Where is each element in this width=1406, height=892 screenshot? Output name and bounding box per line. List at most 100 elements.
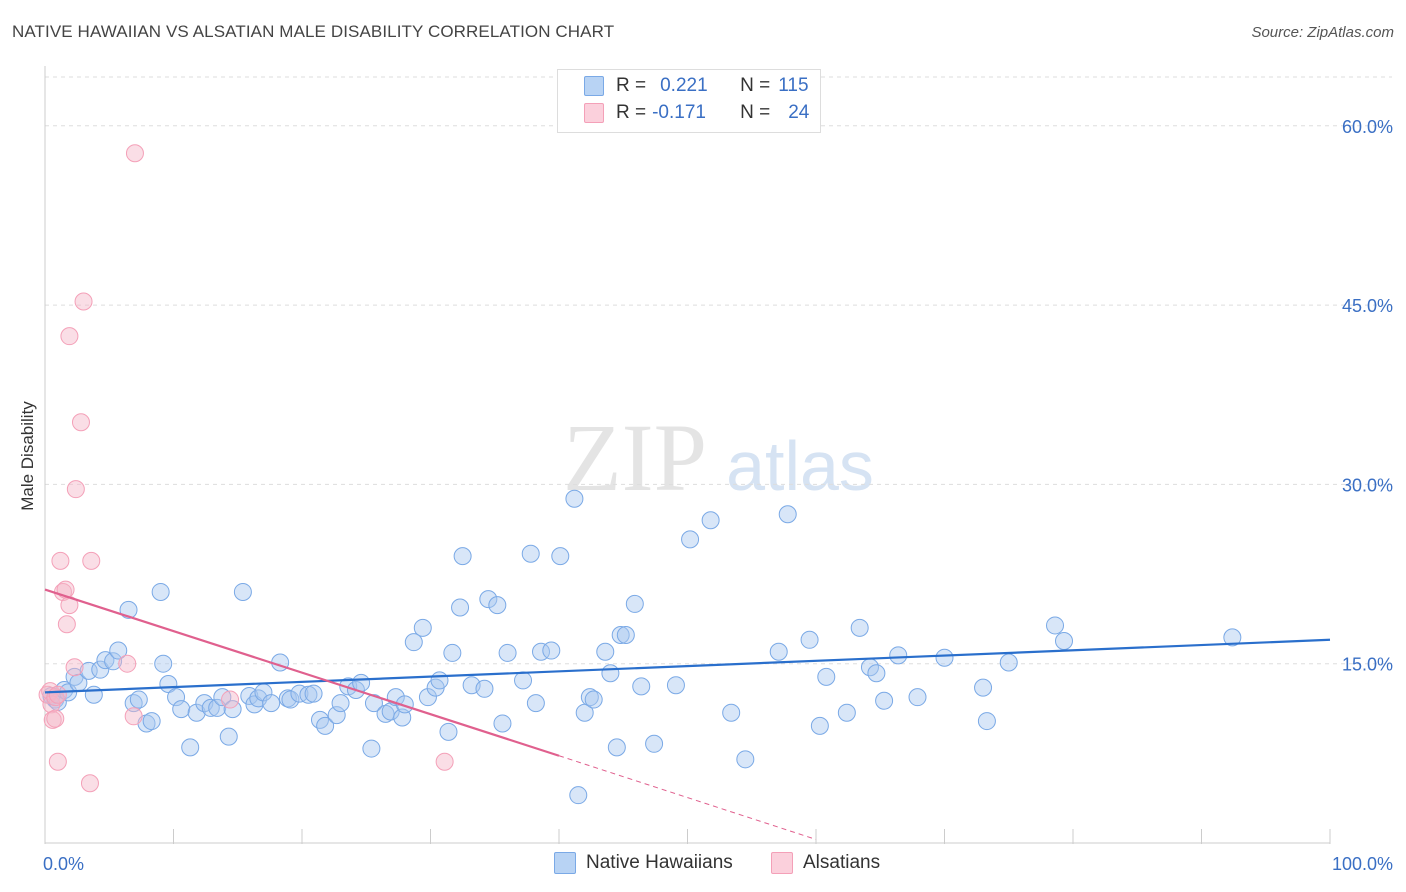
- legend-label: Native Hawaiians: [586, 852, 733, 873]
- native-hawaiian-point: [488, 596, 507, 615]
- native-hawaiian-point: [475, 679, 494, 698]
- native-hawaiian-point: [262, 694, 281, 713]
- native-hawaiian-point: [584, 690, 603, 709]
- native-hawaiian-point: [381, 702, 400, 721]
- native-hawaiian-point: [201, 698, 220, 717]
- alsatian-point: [74, 292, 93, 311]
- native-hawaiian-point: [493, 714, 512, 733]
- y-tick-label: 15.0%: [1342, 655, 1393, 675]
- native-hawaiian-point: [418, 688, 437, 707]
- native-hawaiian-point: [154, 654, 173, 673]
- native-hawaiian-point: [124, 694, 143, 713]
- native-hawaiian-point: [778, 505, 797, 524]
- native-hawaiian-point: [935, 648, 954, 667]
- correlation-legend: R = 0.221 N = 115 R = -0.171 N = 24: [557, 69, 821, 133]
- native-hawaiian-point: [453, 547, 472, 566]
- legend-swatch-blue: [554, 852, 576, 874]
- native-hawaiian-point: [769, 642, 788, 661]
- native-hawaiian-point: [187, 703, 206, 722]
- watermark-atlas: atlas: [726, 427, 874, 505]
- native-hawaiian-point: [551, 547, 570, 566]
- native-hawaiian-point: [837, 703, 856, 722]
- legend-n-value: 115: [778, 75, 809, 96]
- chart-title: NATIVE HAWAIIAN VS ALSATIAN MALE DISABIL…: [12, 22, 615, 41]
- native-hawaiian-point: [666, 676, 685, 695]
- native-hawaiian-point: [681, 530, 700, 549]
- native-hawaiian-point: [439, 722, 458, 741]
- legend-r-label: R =: [616, 102, 647, 123]
- native-hawaiian-point: [1223, 628, 1242, 647]
- native-hawaiian-point: [91, 660, 110, 679]
- native-hawaiian-point: [569, 786, 588, 805]
- native-hawaiian-point: [393, 708, 412, 727]
- legend-item-alsatians: Alsatians: [771, 852, 880, 874]
- native-hawaiian-point: [850, 618, 869, 637]
- native-hawaiian-point: [521, 544, 540, 563]
- data-points: [38, 144, 1242, 805]
- legend-r-value: -0.171: [652, 102, 706, 123]
- native-hawaiian-point: [526, 694, 545, 713]
- legend-n-label: N =: [740, 75, 771, 96]
- native-hawaiian-point: [290, 684, 309, 703]
- alsatian-point: [221, 690, 240, 709]
- native-hawaiian-point: [84, 685, 103, 704]
- native-hawaiian-point: [607, 738, 626, 757]
- native-hawaiian-point: [498, 643, 517, 662]
- native-hawaiian-point: [565, 489, 584, 508]
- native-hawaiian-point: [142, 712, 161, 731]
- native-hawaiian-point: [977, 712, 996, 731]
- series-legend: Native Hawaiians Alsatians: [0, 852, 1406, 876]
- native-hawaiian-point: [817, 667, 836, 686]
- legend-swatch-pink: [771, 852, 793, 874]
- chart-source: Source: ZipAtlas.com: [1251, 24, 1394, 41]
- alsatian-point: [435, 752, 454, 771]
- x-tick-label: 0.0%: [43, 854, 84, 874]
- native-hawaiian-point: [109, 641, 128, 660]
- native-hawaiian-point: [219, 727, 238, 746]
- legend-item-native-hawaiians: Native Hawaiians: [554, 852, 733, 874]
- alsatian-point: [51, 551, 70, 570]
- legend-r-value: 0.221: [660, 75, 708, 96]
- alsatian-point: [118, 654, 137, 673]
- alsatian-point: [124, 707, 143, 726]
- native-hawaiian-point: [129, 690, 148, 709]
- native-hawaiian-point: [281, 690, 300, 709]
- native-hawaiian-point: [701, 511, 720, 530]
- native-hawaiian-point: [364, 694, 383, 713]
- alsatian-point: [71, 413, 90, 432]
- alsatian-point: [46, 709, 65, 728]
- alsatian-trend-line: [44, 588, 560, 757]
- native-hawaiian-point: [542, 641, 561, 660]
- native-hawaiian-point: [875, 691, 894, 710]
- native-hawaiian-point: [645, 734, 664, 753]
- native-hawaiian-point: [800, 630, 819, 649]
- native-hawaiian-point: [479, 590, 498, 609]
- alsatian-point: [125, 144, 144, 163]
- native-hawaiian-point: [304, 684, 323, 703]
- legend-label: Alsatians: [803, 852, 881, 873]
- native-hawaiian-point: [889, 646, 908, 665]
- alsatian-point: [80, 774, 99, 793]
- y-tick-label: 60.0%: [1342, 117, 1393, 137]
- native-hawaiian-point: [151, 582, 170, 601]
- grid: [45, 76, 1392, 665]
- native-hawaiian-point: [722, 703, 741, 722]
- native-hawaiian-point: [331, 694, 350, 713]
- native-hawaiian-point: [395, 695, 414, 714]
- native-hawaiian-point: [810, 716, 829, 735]
- native-hawaiian-point: [974, 678, 993, 697]
- watermark: ZIP atlas: [563, 404, 874, 511]
- native-hawaiian-point: [233, 582, 252, 601]
- y-tick-label: 30.0%: [1342, 475, 1393, 495]
- axes: [44, 66, 1331, 844]
- legend-n-value: 24: [788, 102, 810, 123]
- legend-swatch-pink: [584, 103, 604, 123]
- native-hawaiian-point: [208, 698, 227, 717]
- tick-labels: 15.0% 30.0% 45.0% 60.0% 0.0% 100.0%: [43, 117, 1393, 874]
- native-hawaiian-point: [625, 594, 644, 613]
- x-tick-label: 100.0%: [1332, 854, 1393, 874]
- y-axis-label: Male Disability: [18, 401, 37, 511]
- native-hawaiian-point: [1055, 631, 1074, 650]
- native-hawaiian-point: [316, 716, 335, 735]
